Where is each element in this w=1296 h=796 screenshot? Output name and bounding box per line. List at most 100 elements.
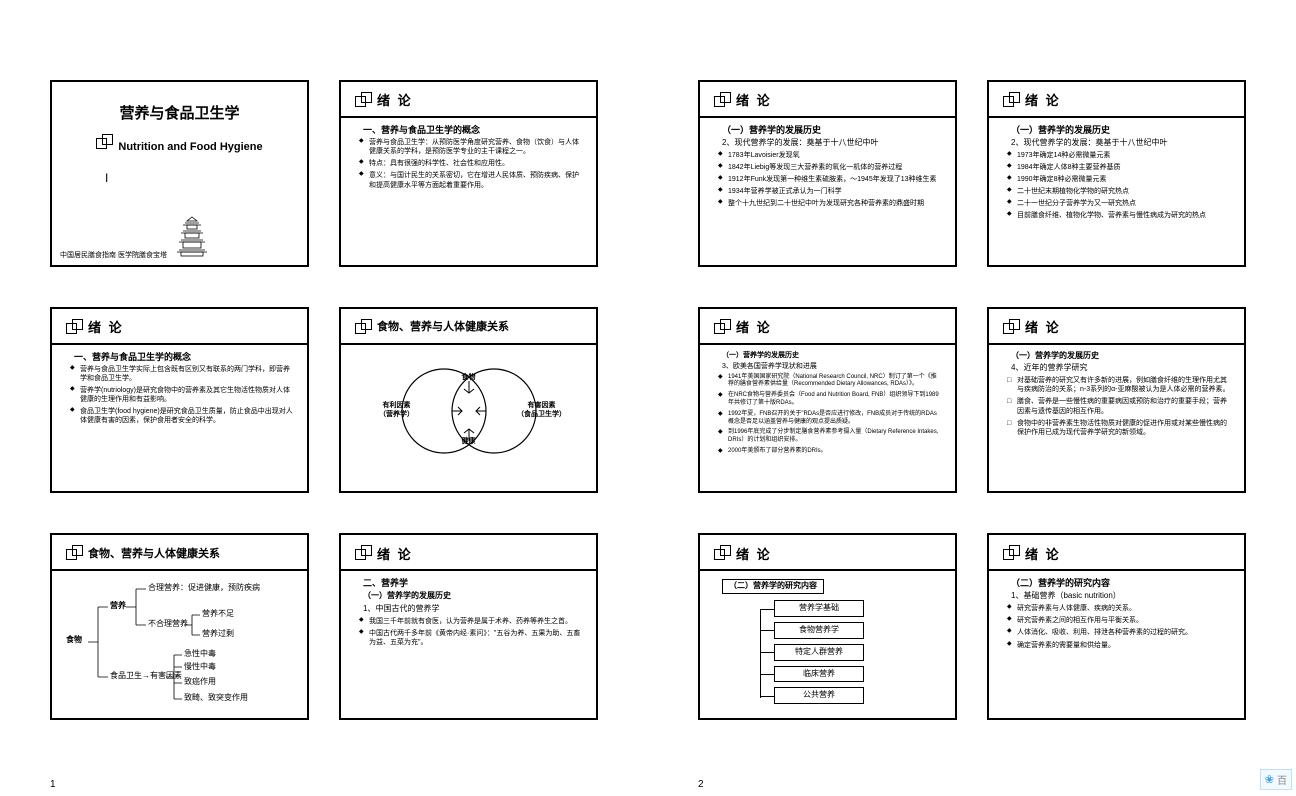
section-subtitle: （一）营养学的发展历史 [1011, 124, 1230, 136]
boxed-list: 营养学基础 食物营养学 特定人群营养 临床营养 公共营养 [774, 600, 941, 709]
slide-content-boxes: 绪 论 （二）营养学的研究内容 营养学基础 食物营养学 特定人群营养 临床营养 … [698, 533, 957, 720]
course-title-cn: 营养与食品卫生学 [119, 104, 239, 124]
bullet-item: 膳食、营养是一些慢性病的重要病因或预防和治疗的重要手段；营养因素与遗传基因的相互… [1017, 397, 1230, 415]
page-number: 2 [698, 779, 704, 790]
boxed-item: 食物营养学 [774, 622, 864, 639]
venn-label-right: 有害因素 （食品卫生学） [517, 401, 566, 420]
boxed-item: 临床营养 [774, 666, 864, 683]
section-subtitle: （一）营养学的发展历史 [722, 124, 941, 136]
bullet-item: 二十一世纪分子营养学为又一研究热点 [1017, 199, 1230, 208]
tree-node: 食品卫生→有害因素 [110, 671, 182, 682]
venn-label-left: 有利因素 （营养学） [379, 401, 414, 420]
bullet-list: 1973年确定14种必需微量元素 1984年确定人体8种主要营养基质 1990年… [1003, 151, 1230, 221]
bullet-item: 特点：具有很强的科学性、社会性和应用性。 [369, 159, 582, 168]
bullet-item: 意义：与国计民生的关系密切，它在增进人民体质、预防疾病、保护和提高健康水平等方面… [369, 171, 582, 189]
slide-heading: 绪 论 [736, 92, 772, 110]
slide-heading: 绪 论 [1025, 319, 1061, 337]
bullet-item: 1984年确定人体8种主要营养基质 [1017, 163, 1230, 172]
section-subtitle: （二）营养学的研究内容 [1011, 577, 1230, 589]
slide-basic-nutrition: 绪 论 （二）营养学的研究内容 1、基础营养（basic nutrition） … [987, 533, 1246, 720]
bullet-item: 我国三千年前就有食医，认为营养是属于术养、药养等养生之首。 [369, 617, 582, 626]
bullet-item: 营养与食品卫生学实际上包含既有区别又有联系的两门学科，即营养学和食品卫生学。 [80, 365, 293, 383]
section-subtitle-boxed: （二）营养学的研究内容 [722, 579, 824, 594]
tree-leaf: 营养过剩 [202, 629, 234, 640]
boxed-item: 特定人群营养 [774, 644, 864, 661]
bullet-item: 1842年Liebig等发现三大营养素的氧化一机体的营养过程 [728, 163, 941, 172]
bullet-item: 人体消化、吸收、利用、排泄各种营养素的过程的研究。 [1017, 628, 1230, 637]
pagoda-icon [169, 215, 215, 257]
slide-intro-1: 绪 论 一、营养与食品卫生学的概念 营养与食品卫生学：从预防医学角度研究营养、食… [339, 80, 598, 267]
boxed-item: 营养学基础 [774, 600, 864, 617]
slide-heading: 绪 论 [377, 92, 413, 110]
page-number: 1 [50, 779, 56, 790]
page-2: 绪 论 （一）营养学的发展历史 2、现代营养学的发展：奠基于十八世纪中叶 178… [648, 0, 1296, 796]
bullet-item: 1992年夏，FNB召开的关于"RDAs是否应进行修改，FNB成员对于传统的RD… [728, 411, 941, 427]
slide-tree: 食物、营养与人体健康关系 食物 营养 合理营养：促进健康，预防疾病 不合理营养 … [50, 533, 309, 720]
section-subtitle: 2、现代营养学的发展：奠基于十八世纪中叶 [722, 138, 941, 149]
slide-heading: 绪 论 [1025, 546, 1061, 564]
tree-diagram: 食物 营养 合理营养：促进健康，预防疾病 不合理营养 营养不足 营养过剩 食品卫… [66, 577, 293, 707]
title-decoration [96, 134, 114, 152]
slide-heading: 绪 论 [736, 319, 772, 337]
slide-heading: 食物、营养与人体健康关系 [88, 547, 220, 562]
slide-heading: 绪 论 [736, 546, 772, 564]
tree-root: 食物 [66, 635, 82, 646]
slide-title: 营养与食品卫生学 Nutrition and Food Hygiene I 中国… [50, 80, 309, 267]
section-subtitle: 1、基础营养（basic nutrition） [1011, 591, 1230, 602]
text-cursor: I [105, 170, 108, 186]
bullet-item: 整个十九世纪到二十世纪中叶为发现研究各种营养素的鼎盛时期 [728, 199, 941, 208]
section-subtitle: （一）营养学的发展历史 [1011, 351, 1230, 362]
slide-heading: 绪 论 [377, 546, 413, 564]
slide-intro-2: 绪 论 一、营养与食品卫生学的概念 营养与食品卫生学实际上包含既有区别又有联系的… [50, 307, 309, 494]
tree-node: 营养 [110, 601, 126, 612]
bullet-item: 1973年确定14种必需微量元素 [1017, 151, 1230, 160]
slides-grid-2: 绪 论 （一）营养学的发展历史 2、现代营养学的发展：奠基于十八世纪中叶 178… [698, 80, 1246, 720]
section-subtitle: 2、现代营养学的发展：奠基于十八世纪中叶 [1011, 138, 1230, 149]
bullet-item: 食物中的非营养素生物活性物质对健康的促进作用或对某些慢性病的保护作用已成为现代营… [1017, 419, 1230, 437]
slide-heading: 绪 论 [1025, 92, 1061, 110]
bullet-list: 营养与食品卫生学：从预防医学角度研究营养、食物（饮食）与人体健康关系的学科，是预… [355, 138, 582, 189]
bullet-item: 1941年美国国家研究院（National Research Council, … [728, 374, 941, 390]
bullet-list: 营养与食品卫生学实际上包含既有区别又有联系的两门学科，即营养学和食品卫生学。 营… [66, 365, 293, 426]
bullet-item: 1990年确定8种必需微量元素 [1017, 175, 1230, 184]
section-subtitle: 一、营养与食品卫生学的概念 [74, 351, 293, 363]
page-1: 营养与食品卫生学 Nutrition and Food Hygiene I 中国… [0, 0, 648, 796]
bullet-list: 研究营养素与人体健康、疾病的关系。 研究营养素之间的相互作用与平衡关系。 人体消… [1003, 604, 1230, 649]
bullet-item: 目前膳食纤维、植物化学物、营养素与慢性病成为研究的热点 [1017, 211, 1230, 220]
bullet-item: 在NRC食物与营养委员会（Food and Nutrition Board, F… [728, 392, 941, 408]
affiliation: 中国居民膳食指南 医学院膳食宝塔 [60, 215, 215, 260]
title-decoration [355, 92, 373, 110]
bullet-item: 营养学(nutriology)是研究食物中的营养素及其它生物活性物质对人体健康的… [80, 386, 293, 404]
slide-history-2: 绪 论 （一）营养学的发展历史 2、现代营养学的发展：奠基于十八世纪中叶 178… [698, 80, 957, 267]
course-title-en: Nutrition and Food Hygiene [118, 140, 262, 155]
bullet-item: 对基础营养的研究又有许多新的进展，例如膳食纤维的生理作用尤其与疾病防治的关系；n… [1017, 376, 1230, 394]
cloud-icon: ❀ [1265, 773, 1274, 786]
bullet-item: 1912年Funk发现第一种维生素硫胺素，～1945年发现了13种维生素 [728, 175, 941, 184]
slide-venn: 食物、营养与人体健康关系 食物 有利因素 （营养学） 有害因素 （食品卫生学） … [339, 307, 598, 494]
corner-widget[interactable]: ❀ 百 [1260, 769, 1292, 790]
bullet-list: 我国三千年前就有食医，认为营养是属于术养、药养等养生之首。 中国古代两千多年前《… [355, 617, 582, 647]
bullet-item: 营养与食品卫生学：从预防医学角度研究营养、食物（饮食）与人体健康关系的学科，是预… [369, 138, 582, 156]
bullet-item: 食品卫生学(food hygiene)是研究食品卫生质量，防止食品中出现对人体健… [80, 407, 293, 425]
venn-diagram: 食物 有利因素 （营养学） 有害因素 （食品卫生学） 健康 [355, 351, 582, 461]
slide-heading: 食物、营养与人体健康关系 [377, 320, 509, 335]
bullet-item: 确定营养素的需要量和供给量。 [1017, 641, 1230, 650]
section-subtitle: （一）营养学的发展历史 [722, 351, 941, 360]
bullet-item: 二十世纪末期植物化学物的研究热点 [1017, 187, 1230, 196]
section-subtitle: （一）营养学的发展历史 [363, 591, 582, 602]
section-subtitle: 4、近年的营养学研究 [1011, 363, 1230, 374]
bullet-item: 研究营养素与人体健康、疾病的关系。 [1017, 604, 1230, 613]
venn-label-bottom: 健康 [355, 437, 582, 446]
slide-heading: 绪 论 [88, 319, 124, 337]
tree-leaf: 致癌作用 [184, 677, 216, 688]
section-subtitle: 3、欧美各国营养学现状和进展 [722, 362, 941, 371]
bullet-list: 1941年美国国家研究院（National Research Council, … [714, 374, 941, 456]
bullet-item: 研究营养素之间的相互作用与平衡关系。 [1017, 616, 1230, 625]
bullet-item: 1783年Lavoisier发现氧 [728, 151, 941, 160]
slide-history-5: 绪 论 （一）营养学的发展历史 4、近年的营养学研究 对基础营养的研究又有许多新… [987, 307, 1246, 494]
tree-node: 不合理营养 [148, 619, 188, 630]
section-subtitle: 二、营养学 [363, 577, 582, 589]
slide-history-3: 绪 论 （一）营养学的发展历史 2、现代营养学的发展：奠基于十八世纪中叶 197… [987, 80, 1246, 267]
section-subtitle: 一、营养与食品卫生学的概念 [363, 124, 582, 136]
square-list: 对基础营养的研究又有许多新的进展，例如膳食纤维的生理作用尤其与疾病防治的关系；n… [1003, 376, 1230, 437]
